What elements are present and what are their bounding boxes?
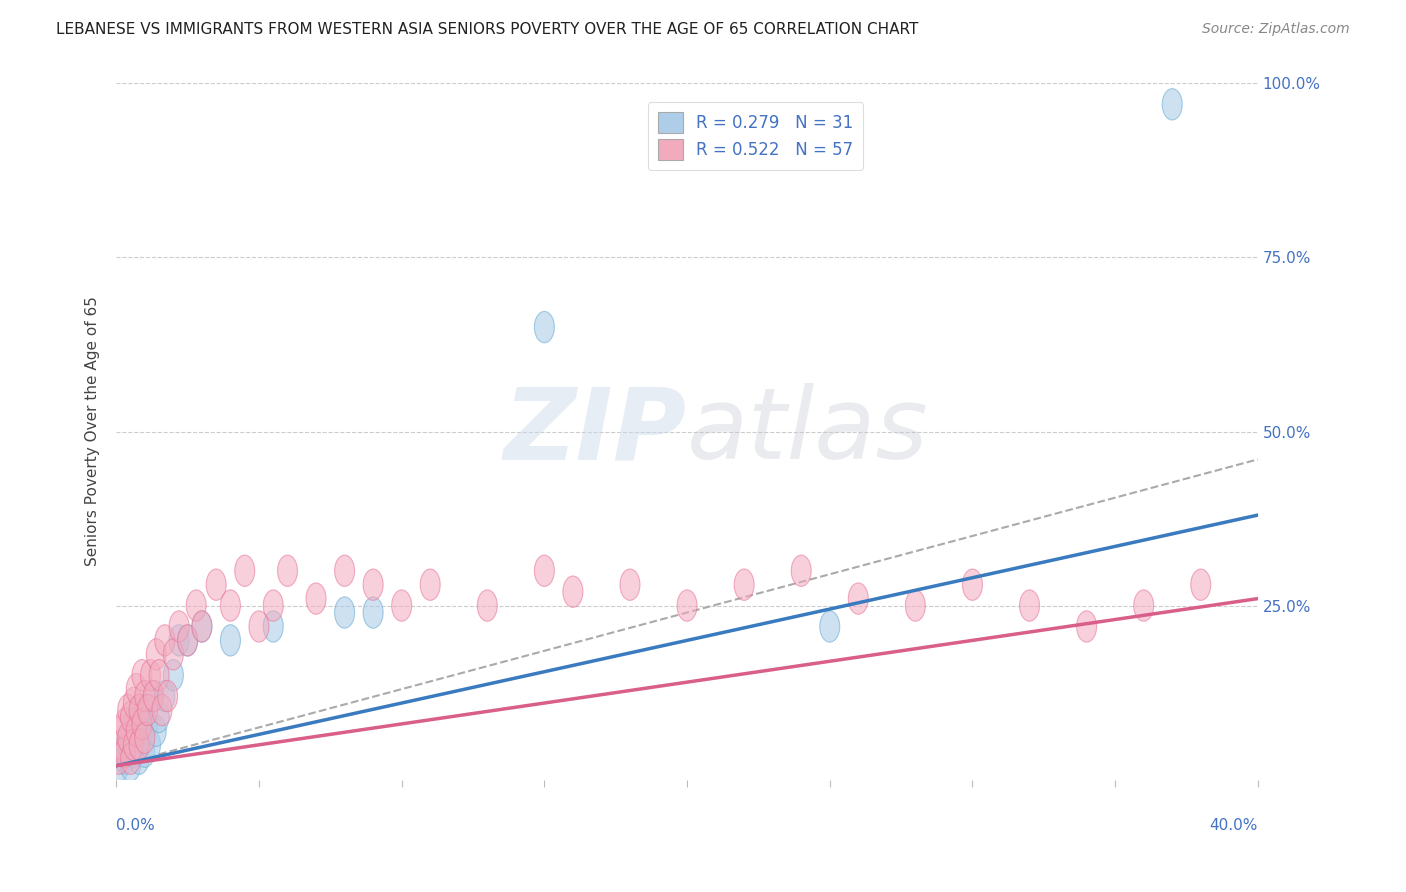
Ellipse shape — [277, 555, 298, 586]
Ellipse shape — [129, 694, 149, 726]
Ellipse shape — [112, 729, 132, 761]
Ellipse shape — [534, 311, 554, 343]
Ellipse shape — [177, 624, 198, 656]
Ellipse shape — [678, 590, 697, 621]
Ellipse shape — [392, 590, 412, 621]
Ellipse shape — [149, 659, 169, 691]
Ellipse shape — [141, 729, 160, 761]
Ellipse shape — [848, 583, 869, 615]
Ellipse shape — [249, 611, 269, 642]
Text: atlas: atlas — [688, 383, 929, 480]
Ellipse shape — [110, 743, 129, 774]
Ellipse shape — [363, 569, 382, 600]
Ellipse shape — [110, 750, 129, 781]
Ellipse shape — [1163, 88, 1182, 120]
Ellipse shape — [132, 708, 152, 739]
Ellipse shape — [135, 681, 155, 712]
Ellipse shape — [221, 624, 240, 656]
Ellipse shape — [1191, 569, 1211, 600]
Ellipse shape — [115, 736, 135, 767]
Ellipse shape — [152, 694, 172, 726]
Ellipse shape — [963, 569, 983, 600]
Ellipse shape — [792, 555, 811, 586]
Text: ZIP: ZIP — [505, 383, 688, 480]
Ellipse shape — [143, 681, 163, 712]
Ellipse shape — [146, 715, 166, 747]
Ellipse shape — [115, 708, 135, 739]
Ellipse shape — [121, 750, 141, 781]
Ellipse shape — [138, 694, 157, 726]
Ellipse shape — [191, 611, 212, 642]
Ellipse shape — [124, 688, 143, 719]
Ellipse shape — [734, 569, 754, 600]
Ellipse shape — [135, 694, 155, 726]
Ellipse shape — [820, 611, 839, 642]
Ellipse shape — [118, 723, 138, 754]
Ellipse shape — [169, 611, 188, 642]
Ellipse shape — [146, 639, 166, 670]
Ellipse shape — [905, 590, 925, 621]
Ellipse shape — [221, 590, 240, 621]
Ellipse shape — [118, 694, 138, 726]
Ellipse shape — [363, 597, 382, 628]
Ellipse shape — [155, 624, 174, 656]
Ellipse shape — [112, 736, 132, 767]
Ellipse shape — [263, 611, 283, 642]
Ellipse shape — [141, 659, 160, 691]
Ellipse shape — [307, 583, 326, 615]
Ellipse shape — [129, 729, 149, 761]
Ellipse shape — [335, 555, 354, 586]
Text: 0.0%: 0.0% — [117, 818, 155, 833]
Ellipse shape — [420, 569, 440, 600]
Ellipse shape — [129, 715, 149, 747]
Y-axis label: Seniors Poverty Over the Age of 65: Seniors Poverty Over the Age of 65 — [86, 297, 100, 566]
Ellipse shape — [149, 701, 169, 732]
Text: 40.0%: 40.0% — [1209, 818, 1258, 833]
Ellipse shape — [132, 659, 152, 691]
Legend: R = 0.279   N = 31, R = 0.522   N = 57: R = 0.279 N = 31, R = 0.522 N = 57 — [648, 103, 863, 169]
Ellipse shape — [157, 681, 177, 712]
Ellipse shape — [186, 590, 207, 621]
Ellipse shape — [235, 555, 254, 586]
Ellipse shape — [163, 639, 183, 670]
Ellipse shape — [135, 736, 155, 767]
Ellipse shape — [124, 708, 143, 739]
Ellipse shape — [132, 723, 152, 754]
Ellipse shape — [138, 708, 157, 739]
Ellipse shape — [1133, 590, 1154, 621]
Ellipse shape — [562, 576, 583, 607]
Ellipse shape — [112, 715, 132, 747]
Ellipse shape — [1077, 611, 1097, 642]
Ellipse shape — [263, 590, 283, 621]
Ellipse shape — [124, 736, 143, 767]
Ellipse shape — [191, 611, 212, 642]
Ellipse shape — [124, 729, 143, 761]
Ellipse shape — [135, 723, 155, 754]
Ellipse shape — [177, 624, 198, 656]
Ellipse shape — [118, 729, 138, 761]
Ellipse shape — [121, 723, 141, 754]
Ellipse shape — [163, 659, 183, 691]
Ellipse shape — [129, 743, 149, 774]
Ellipse shape — [127, 673, 146, 705]
Ellipse shape — [155, 681, 174, 712]
Text: LEBANESE VS IMMIGRANTS FROM WESTERN ASIA SENIORS POVERTY OVER THE AGE OF 65 CORR: LEBANESE VS IMMIGRANTS FROM WESTERN ASIA… — [56, 22, 918, 37]
Ellipse shape — [127, 729, 146, 761]
Ellipse shape — [127, 715, 146, 747]
Ellipse shape — [115, 743, 135, 774]
Ellipse shape — [534, 555, 554, 586]
Ellipse shape — [169, 624, 188, 656]
Ellipse shape — [143, 681, 163, 712]
Ellipse shape — [121, 743, 141, 774]
Ellipse shape — [477, 590, 498, 621]
Ellipse shape — [207, 569, 226, 600]
Ellipse shape — [620, 569, 640, 600]
Ellipse shape — [1019, 590, 1039, 621]
Ellipse shape — [335, 597, 354, 628]
Ellipse shape — [121, 701, 141, 732]
Text: Source: ZipAtlas.com: Source: ZipAtlas.com — [1202, 22, 1350, 37]
